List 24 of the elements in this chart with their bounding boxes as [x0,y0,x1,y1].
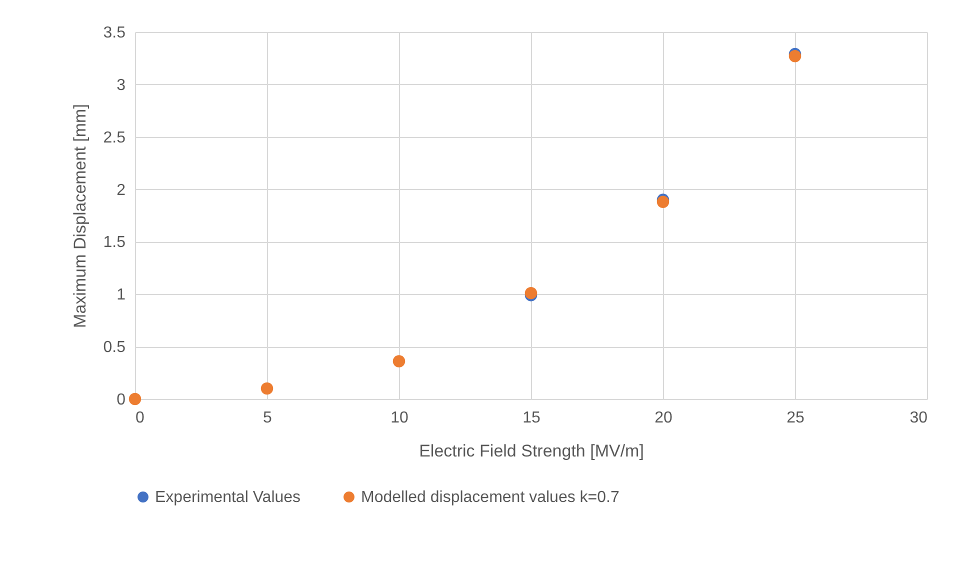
y-tick-label: 3 [116,76,126,94]
legend-label: Experimental Values [155,489,301,506]
point [260,382,274,395]
x-tick-label: 0 [136,410,144,426]
y-tick-label: 1.5 [103,234,126,252]
y-axis-title: Maximum Displacement [mm] [70,104,90,328]
legend-label: Modelled displacement values k=0.7 [361,489,620,506]
y-tick-label: 0.5 [103,339,126,356]
point [788,50,802,62]
x-tick-label: 25 [786,410,804,426]
x-tick-label: 15 [522,410,540,426]
x-axis-title: Electric Field Strength [MV/m] [419,442,644,460]
x-tick-label: 5 [263,410,272,426]
y-tick-label: 3.5 [103,24,126,42]
point [392,355,406,368]
x-tick-label: 20 [654,410,672,426]
point [524,286,538,300]
x-tick-label: 30 [910,410,928,426]
point [128,392,142,406]
x-tick-label: 10 [390,410,408,426]
y-tick-label: 2.5 [103,129,126,146]
y-tick-label: 2 [116,182,126,199]
y-tick-label: 1 [116,286,126,304]
y-tick-label: 0 [116,392,126,408]
